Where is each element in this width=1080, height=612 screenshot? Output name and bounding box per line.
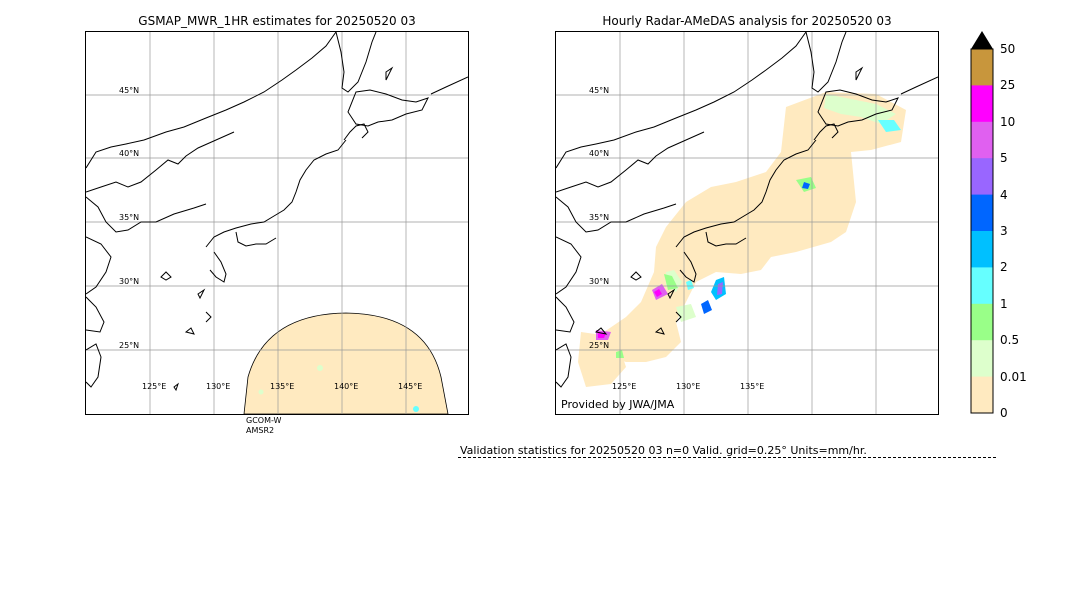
credit-text: Provided by JWA/JMA xyxy=(561,398,675,411)
lat-label: 25°N xyxy=(589,341,610,350)
validation-statistics: Validation statistics for 20250520 03 n=… xyxy=(460,444,867,457)
sensor-line: GCOM-W xyxy=(246,416,282,425)
colorbar-label: 0.01 xyxy=(1000,370,1027,384)
colorbar-segment xyxy=(971,158,993,196)
right-map-title: Hourly Radar-AMeDAS analysis for 2025052… xyxy=(602,14,892,28)
lon-label: 135°E xyxy=(740,382,765,391)
lon-label: 125°E xyxy=(142,382,167,391)
colorbar-label: 0.5 xyxy=(1000,333,1020,347)
sensor-line: AMSR2 xyxy=(246,426,275,435)
validation-divider xyxy=(458,457,996,458)
colorbar-label: 25 xyxy=(1000,78,1016,92)
colorbar-label: 5 xyxy=(1000,151,1008,165)
lon-label: 145°E xyxy=(398,382,423,391)
gsmap-swath xyxy=(243,312,449,414)
graticule xyxy=(556,32,938,414)
rain-spot xyxy=(413,406,419,412)
lat-label: 40°N xyxy=(589,149,610,158)
left-map: 45°N 40°N 35°N 30°N 25°N 125°E 130°E 135… xyxy=(85,31,469,415)
colorbar-svg xyxy=(970,31,994,414)
rain-spot xyxy=(317,365,323,371)
colorbar-segment xyxy=(971,121,993,159)
colorbar-segment xyxy=(971,231,993,268)
coastlines xyxy=(86,32,468,392)
lon-label: 125°E xyxy=(612,382,637,391)
colorbar-label: 2 xyxy=(1000,260,1008,274)
colorbar-label: 0 xyxy=(1000,406,1008,420)
right-map: 45°N 40°N 35°N 30°N 25°N 125°E 130°E 135… xyxy=(555,31,939,415)
radar-coverage xyxy=(578,92,906,387)
rain-spot xyxy=(258,389,264,395)
sensor-label: GCOM-W AMSR2 xyxy=(246,416,281,436)
radar-rain xyxy=(596,94,901,358)
lon-label: 140°E xyxy=(334,382,359,391)
colorbar: 50 25 10 5 4 3 2 1 0.5 0.01 0 xyxy=(970,30,1030,420)
lat-label: 30°N xyxy=(119,277,140,286)
colorbar-label: 10 xyxy=(1000,115,1016,129)
colorbar-segment xyxy=(971,376,993,414)
left-map-canvas xyxy=(86,32,468,414)
colorbar-label: 50 xyxy=(1000,42,1016,56)
lat-label: 35°N xyxy=(589,213,610,222)
lat-label: 45°N xyxy=(119,86,140,95)
colorbar-segment xyxy=(971,49,993,86)
colorbar-segment xyxy=(971,85,993,123)
lat-label: 45°N xyxy=(589,86,610,95)
lat-label: 40°N xyxy=(119,149,140,158)
colorbar-extend-arrow xyxy=(971,31,993,49)
left-map-title: GSMAP_MWR_1HR estimates for 20250520 03 xyxy=(138,14,416,28)
lon-label: 130°E xyxy=(676,382,701,391)
colorbar-segment xyxy=(971,340,993,378)
colorbar-label: 3 xyxy=(1000,224,1008,238)
lat-label: 35°N xyxy=(119,213,140,222)
colorbar-segment xyxy=(971,194,993,232)
lon-label: 130°E xyxy=(206,382,231,391)
lat-label: 30°N xyxy=(589,277,610,286)
lon-label: 135°E xyxy=(270,382,295,391)
colorbar-segment xyxy=(971,267,993,305)
lat-label: 25°N xyxy=(119,341,140,350)
colorbar-label: 1 xyxy=(1000,297,1008,311)
colorbar-label: 4 xyxy=(1000,188,1008,202)
colorbar-segment xyxy=(971,303,993,341)
coastlines xyxy=(556,32,938,388)
right-map-canvas xyxy=(556,32,938,414)
